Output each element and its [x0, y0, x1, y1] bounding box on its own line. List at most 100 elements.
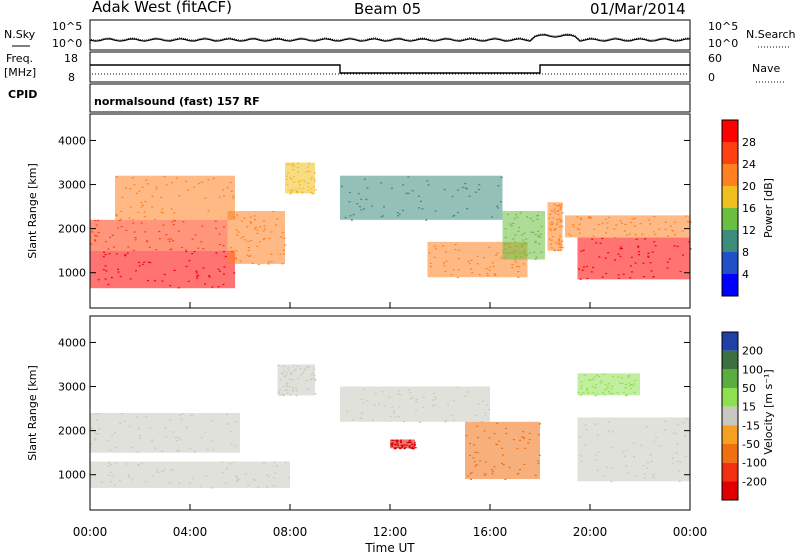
power-speckle: [558, 239, 561, 241]
power-speckle: [515, 256, 518, 258]
power-speckle: [586, 277, 589, 280]
power-speckle: [217, 286, 220, 288]
power-speckle: [667, 235, 670, 237]
velocity-speckle: [306, 366, 309, 369]
velocity-speckle: [434, 398, 437, 400]
cpid-frame: [89, 83, 691, 113]
velocity-speckle: [633, 383, 635, 385]
power-speckle: [514, 241, 516, 243]
power-speckle: [504, 237, 507, 239]
power-speckle: [453, 214, 456, 217]
velocity-speckle: [633, 380, 636, 382]
velocity-speckle: [94, 413, 97, 415]
velocity-speckle: [679, 461, 682, 463]
power-speckle: [170, 208, 173, 210]
velocity-speckle: [128, 476, 130, 478]
velocity-speckle: [395, 447, 398, 449]
freq-frame: [89, 51, 691, 83]
velocity-speckle: [266, 474, 268, 476]
velocity-speckle: [684, 435, 687, 437]
power-speckle: [538, 234, 541, 236]
power-speckle: [254, 228, 257, 230]
velocity-speckle: [604, 389, 606, 391]
velocity-speckle: [512, 439, 515, 441]
velocity-speckle: [621, 377, 623, 379]
velocity-speckle: [110, 463, 113, 466]
power-speckle: [259, 226, 262, 228]
power-speckle: [163, 175, 166, 178]
velocity-speckle: [593, 376, 596, 378]
power-speckle: [255, 226, 258, 228]
velocity-speckle: [632, 442, 635, 444]
velocity-speckle: [399, 447, 402, 449]
velocity-speckle: [229, 463, 232, 465]
power-speckle: [165, 234, 168, 236]
power-speckle: [229, 182, 232, 184]
velocity-speckle: [137, 463, 140, 466]
velocity-speckle: [409, 447, 411, 449]
power-speckle: [215, 227, 218, 229]
power-speckle: [222, 189, 225, 191]
power-speckle: [506, 213, 509, 216]
power-speckle: [240, 237, 243, 239]
power-speckle: [125, 187, 127, 189]
velocity-speckle: [311, 374, 313, 376]
velocity-speckle: [395, 439, 398, 441]
power-speckle: [235, 250, 238, 252]
velocity-speckle: [391, 445, 394, 447]
velocity-ylabel: Slant Range [km]: [26, 365, 39, 461]
velocity-speckle: [476, 452, 479, 454]
power-speckle: [215, 252, 218, 254]
power-speckle: [283, 253, 285, 255]
power-speckle: [483, 257, 486, 259]
power-speckle: [223, 195, 226, 197]
velocity-speckle: [523, 463, 526, 465]
velocity-speckle: [287, 367, 289, 369]
power-speckle: [103, 251, 105, 253]
power-speckle: [613, 228, 616, 230]
power-speckle: [94, 235, 97, 237]
power-speckle: [382, 215, 385, 217]
power-speckle: [540, 225, 543, 228]
power-speckle: [226, 187, 229, 189]
power-speckle: [578, 229, 581, 231]
velocity-speckle: [247, 484, 250, 486]
velocity-speckle: [522, 431, 525, 433]
power-speckle: [259, 241, 261, 243]
velocity-speckle: [537, 460, 540, 462]
power-speckle: [523, 250, 526, 252]
power-speckle: [120, 210, 123, 212]
velocity-speckle: [292, 364, 295, 366]
velocity-speckle: [409, 441, 411, 444]
date-title: 01/Mar/2014: [590, 0, 686, 18]
power-speckle: [539, 236, 542, 238]
power-speckle: [291, 165, 294, 167]
power-speckle: [486, 272, 489, 275]
power-speckle: [509, 223, 512, 225]
power-speckle: [97, 219, 100, 222]
power-speckle: [622, 273, 625, 275]
cpid-panel: CPID normalsound (fast) 157 RF: [8, 83, 691, 113]
power-speckle: [107, 248, 110, 250]
velocity-speckle: [612, 375, 615, 377]
velocity-speckle: [225, 468, 228, 470]
power-speckle: [452, 215, 455, 217]
power-speckle: [553, 203, 556, 206]
power-speckle: [478, 274, 481, 276]
power-speckle: [474, 191, 477, 193]
power-speckle: [561, 247, 564, 249]
power-speckle: [500, 257, 503, 259]
power-speckle: [525, 238, 528, 240]
power-speckle: [218, 243, 221, 246]
power-speckle: [222, 226, 225, 228]
power-speckle: [293, 176, 295, 178]
power-speckle: [653, 241, 656, 243]
velocity-speckle: [313, 368, 316, 371]
power-speckle: [207, 210, 210, 212]
power-speckle: [534, 234, 537, 236]
velocity-speckle: [496, 422, 499, 424]
velocity-speckle: [200, 437, 203, 439]
power-region-2: [90, 219, 228, 251]
power-speckle: [304, 171, 307, 173]
power-speckle: [668, 258, 671, 260]
